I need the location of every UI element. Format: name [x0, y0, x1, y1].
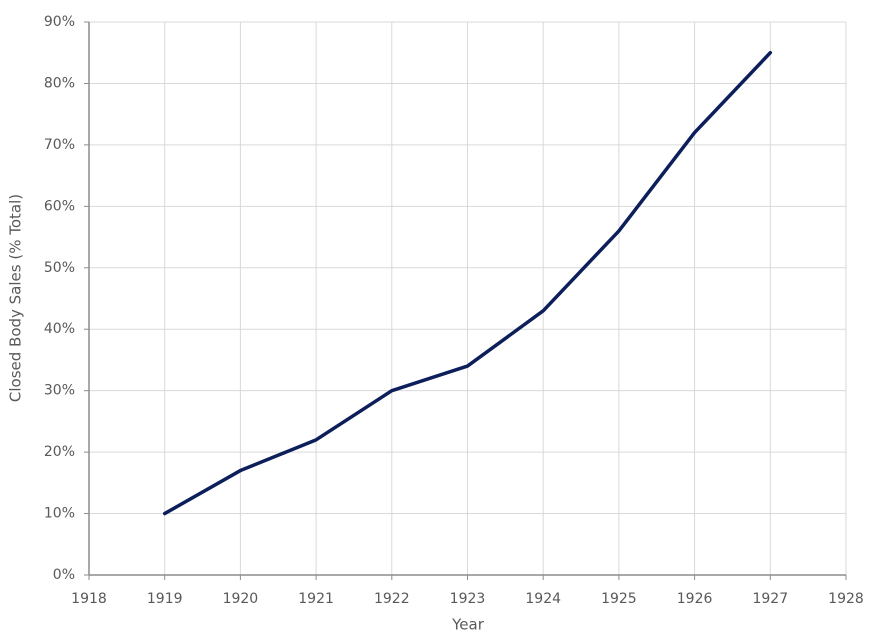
x-tick-label: 1921 — [298, 591, 334, 607]
x-tick-label: 1920 — [223, 591, 259, 607]
x-tick-label: 1925 — [601, 591, 637, 607]
x-tick-label: 1926 — [677, 591, 713, 607]
y-axis-label: Closed Body Sales (% Total) — [7, 194, 25, 402]
x-tick-label: 1928 — [828, 591, 864, 607]
y-tick-label: 60% — [44, 198, 75, 214]
line — [162, 50, 773, 516]
y-tick-label: 80% — [44, 75, 75, 91]
y-tick-label: 70% — [44, 137, 75, 153]
x-tick-label: 1919 — [147, 591, 183, 607]
y-tick-label: 90% — [44, 14, 75, 30]
y-tick-label: 30% — [44, 383, 75, 399]
y-tick-label: 0% — [53, 567, 75, 583]
x-tick-label: 1923 — [450, 591, 486, 607]
x-axis-label: Year — [451, 616, 485, 634]
x-tick-label: 1918 — [71, 591, 107, 607]
x-tick-label: 1927 — [752, 591, 788, 607]
y-tick-label: 20% — [44, 444, 75, 460]
y-tick-label: 50% — [44, 260, 75, 276]
y-tick-label: 10% — [44, 506, 75, 522]
x-tick-label: 1922 — [374, 591, 410, 607]
y-tick-label: 40% — [44, 321, 75, 337]
x-tick-label: 1924 — [525, 591, 561, 607]
